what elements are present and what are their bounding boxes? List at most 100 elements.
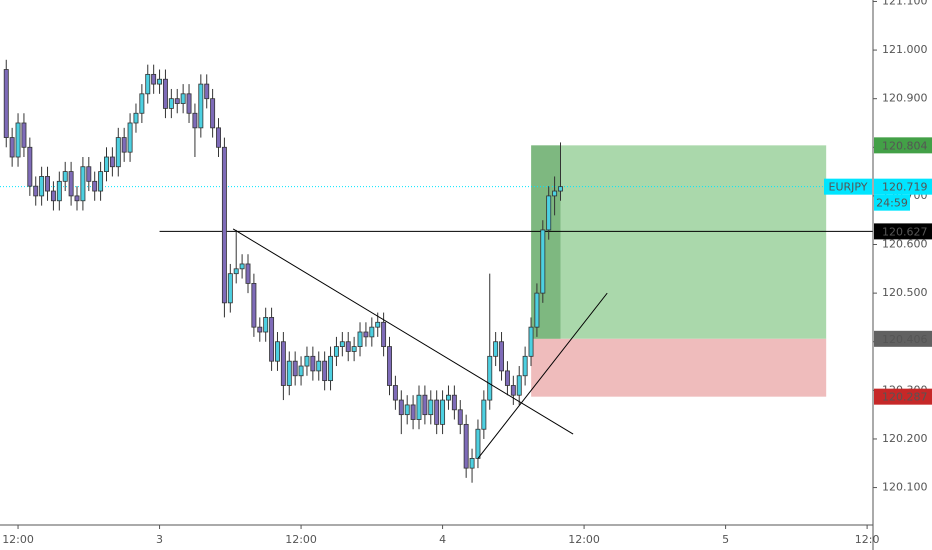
price-label-box	[874, 137, 932, 154]
candle-body	[398, 399, 404, 416]
candle-body	[522, 355, 528, 377]
candle-body	[3, 69, 9, 138]
candle-body	[227, 273, 233, 304]
candle-body	[168, 98, 174, 109]
x-tick-label: 4	[439, 533, 446, 546]
price-label-box	[874, 388, 932, 405]
candle-body	[204, 83, 210, 100]
symbol-box	[824, 178, 872, 195]
candle-body	[286, 360, 292, 386]
candle-body	[451, 394, 457, 411]
candle-body	[369, 326, 375, 338]
candle-body	[27, 146, 33, 187]
candle-body	[263, 317, 269, 333]
countdown-box	[874, 194, 910, 211]
candle-body	[558, 186, 563, 192]
candle-body	[198, 83, 204, 129]
candle-body	[469, 458, 475, 469]
candle-body	[186, 93, 192, 114]
candle-body	[233, 268, 239, 275]
y-tick-label: 120.500	[882, 286, 928, 299]
candle-body	[251, 283, 257, 328]
x-tick-label: 12:00	[568, 533, 600, 546]
candle-body	[127, 122, 133, 153]
candle-body	[392, 385, 398, 401]
candle-body	[375, 321, 381, 328]
candle-body	[416, 394, 422, 420]
candle-body	[316, 360, 322, 372]
candle-body	[516, 375, 522, 396]
y-tick-label: 121.000	[882, 43, 928, 56]
candle-body	[446, 394, 451, 401]
y-tick-label: 120.100	[882, 481, 928, 494]
candle-body	[157, 78, 163, 85]
symbol-label: EURJPY	[829, 181, 868, 194]
loss-zone	[531, 338, 827, 397]
candle-body	[404, 404, 410, 416]
x-tick-label: 5	[722, 533, 729, 546]
candle-body	[80, 166, 86, 202]
candle-body	[98, 171, 104, 192]
candle-body	[86, 166, 92, 182]
countdown-label: 24:59	[876, 197, 908, 210]
candle-body	[133, 112, 139, 124]
x-tick-label: 12:00	[285, 533, 317, 546]
candle-body	[39, 176, 45, 197]
candle-body	[387, 346, 392, 386]
candle-body	[410, 404, 416, 420]
candle-body	[50, 190, 56, 202]
candle-body	[322, 360, 328, 382]
candle-body	[104, 156, 109, 172]
candle-body	[257, 326, 263, 333]
price-label-box	[874, 178, 932, 195]
candle-body	[92, 180, 98, 192]
price-label: 120.719	[882, 181, 928, 194]
candle-body	[180, 93, 186, 104]
profit-zone	[531, 145, 827, 339]
candle-body	[457, 409, 463, 425]
price-label: 120.406	[882, 333, 928, 346]
candle-body	[310, 355, 316, 372]
candle-body	[192, 112, 198, 129]
price-axis-bg	[873, 0, 932, 550]
y-tick-label: 121.100	[882, 0, 928, 7]
candle-body	[357, 331, 363, 347]
candle-body	[68, 171, 74, 197]
candle-body	[275, 341, 280, 362]
candle-body	[487, 355, 493, 401]
candle-body	[269, 317, 275, 362]
candle-body	[298, 365, 304, 377]
trend-line	[477, 292, 608, 459]
candle-body	[56, 180, 62, 202]
candle-body	[292, 360, 298, 377]
candle-body	[499, 341, 504, 372]
candle-body	[381, 321, 387, 347]
candle-body	[33, 185, 39, 197]
candle-body	[428, 399, 434, 416]
price-label: 120.804	[882, 139, 928, 152]
candle-body	[534, 292, 540, 328]
candle-body	[345, 341, 351, 352]
price-label-box	[874, 223, 932, 240]
candle-body	[540, 229, 546, 294]
candle-body	[45, 176, 50, 192]
price-label: 120.287	[882, 391, 928, 404]
x-tick-label: 12:00	[2, 533, 34, 546]
candle-body	[62, 171, 68, 182]
candle-body	[210, 98, 216, 129]
candle-body	[280, 341, 286, 386]
candle-body	[115, 137, 121, 168]
candle-body	[221, 146, 227, 304]
candle-body	[339, 341, 345, 347]
candle-body	[74, 195, 80, 202]
candle-body	[552, 190, 558, 197]
candle-body	[351, 346, 357, 352]
candle-body	[363, 331, 369, 338]
candle-body	[145, 73, 151, 95]
candle-body	[493, 341, 499, 357]
candle-body	[528, 326, 534, 357]
candle-body	[109, 156, 115, 168]
candle-body	[422, 394, 428, 416]
candle-body	[546, 195, 552, 231]
